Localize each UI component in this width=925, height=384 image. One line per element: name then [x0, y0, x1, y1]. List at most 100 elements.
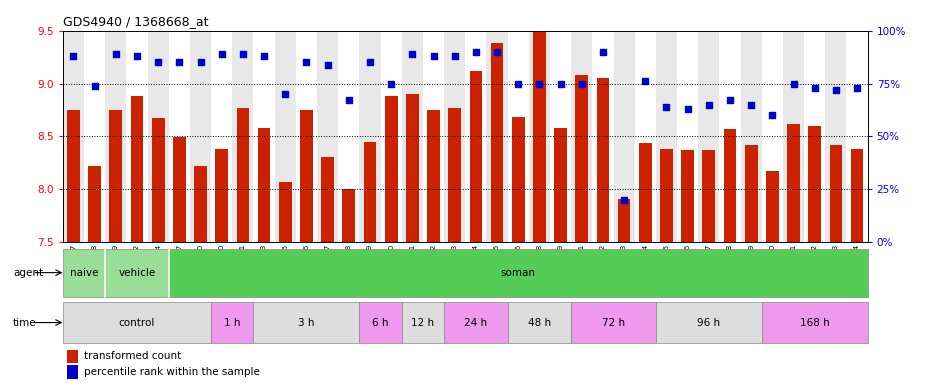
Bar	[279, 182, 291, 242]
Bar	[830, 145, 843, 242]
Point	[320, 61, 335, 68]
Bar	[194, 166, 207, 242]
Text: 3 h: 3 h	[298, 318, 315, 328]
Bar	[487, 31, 508, 242]
Point	[193, 60, 208, 66]
Bar	[804, 31, 825, 242]
Bar	[682, 150, 694, 242]
Bar	[401, 302, 444, 343]
Point	[299, 60, 314, 66]
Text: 48 h: 48 h	[528, 318, 551, 328]
Bar	[300, 110, 313, 242]
Bar	[825, 31, 846, 242]
Bar	[762, 302, 868, 343]
Point	[108, 51, 123, 57]
Bar	[105, 249, 168, 296]
Bar	[360, 302, 401, 343]
Point	[489, 49, 504, 55]
Bar	[533, 0, 546, 242]
Bar	[84, 31, 105, 242]
Bar	[660, 149, 672, 242]
Point	[172, 60, 187, 66]
Bar	[63, 302, 211, 343]
Bar	[745, 145, 758, 242]
Bar	[216, 149, 228, 242]
Bar	[211, 31, 232, 242]
Text: GDS4940 / 1368668_at: GDS4940 / 1368668_at	[63, 15, 208, 28]
Point	[701, 102, 716, 108]
Bar	[275, 31, 296, 242]
Bar	[168, 249, 868, 296]
Bar	[127, 31, 148, 242]
Bar	[423, 31, 444, 242]
Point	[659, 104, 673, 110]
Point	[596, 49, 611, 55]
Point	[468, 49, 483, 55]
Point	[532, 81, 547, 87]
Bar	[550, 31, 571, 242]
Bar	[88, 166, 101, 242]
Text: 12 h: 12 h	[412, 318, 435, 328]
Point	[448, 53, 462, 59]
Bar	[783, 31, 804, 242]
Point	[151, 60, 166, 66]
Bar	[67, 349, 79, 363]
Bar	[592, 31, 613, 242]
Bar	[406, 94, 419, 242]
Point	[808, 85, 822, 91]
Point	[215, 51, 229, 57]
Text: agent: agent	[13, 268, 43, 278]
Point	[256, 53, 272, 59]
Text: 1 h: 1 h	[224, 318, 240, 328]
Bar	[342, 189, 355, 242]
Bar	[465, 31, 487, 242]
Point	[130, 53, 144, 59]
Bar	[168, 31, 190, 242]
Bar	[339, 31, 360, 242]
Bar	[360, 31, 380, 242]
Bar	[67, 366, 79, 379]
Point	[617, 197, 632, 203]
Text: time: time	[13, 318, 37, 328]
Bar	[232, 31, 253, 242]
Bar	[444, 302, 508, 343]
Point	[722, 98, 737, 104]
Bar	[702, 150, 715, 242]
Point	[384, 81, 399, 87]
Bar	[63, 31, 84, 242]
Point	[426, 53, 441, 59]
Bar	[766, 171, 779, 242]
Point	[744, 102, 758, 108]
Bar	[656, 31, 677, 242]
Bar	[846, 31, 868, 242]
Bar	[401, 31, 423, 242]
Point	[680, 106, 695, 112]
Point	[405, 51, 420, 57]
Bar	[490, 43, 503, 242]
Text: 24 h: 24 h	[464, 318, 487, 328]
Bar	[427, 110, 440, 242]
Bar	[109, 110, 122, 242]
Bar	[571, 302, 656, 343]
Bar	[173, 137, 186, 242]
Bar	[762, 31, 783, 242]
Bar	[152, 118, 165, 242]
Bar	[597, 78, 610, 242]
Text: naive: naive	[69, 268, 98, 278]
Bar	[635, 31, 656, 242]
Text: 96 h: 96 h	[697, 318, 721, 328]
Bar	[211, 302, 253, 343]
Bar	[554, 128, 567, 242]
Bar	[317, 31, 339, 242]
Bar	[512, 118, 524, 242]
Bar	[851, 149, 863, 242]
Bar	[190, 31, 211, 242]
Bar	[237, 108, 249, 242]
Text: soman: soman	[500, 268, 536, 278]
Bar	[130, 96, 143, 242]
Text: 72 h: 72 h	[602, 318, 625, 328]
Bar	[529, 31, 550, 242]
Bar	[639, 143, 651, 242]
Point	[87, 83, 102, 89]
Text: percentile rank within the sample: percentile rank within the sample	[84, 367, 260, 377]
